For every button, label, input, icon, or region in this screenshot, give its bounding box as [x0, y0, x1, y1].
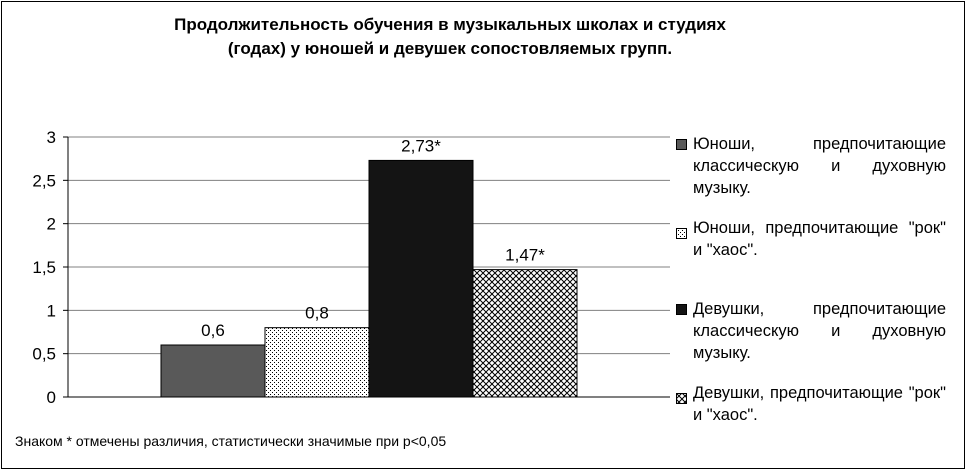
data-label: 0,8: [305, 304, 329, 323]
legend-key-dark-gray: [676, 139, 687, 150]
chart-title-line-2: (годах) у юношей и девушек сопостовляемы…: [227, 39, 673, 58]
bars-layer: [160, 159, 578, 398]
legend-label-4: Девушки, предпочитающие "рок" и "хаос".: [693, 384, 946, 424]
bar-crosshatch: [472, 269, 578, 398]
legend-key-black: [676, 304, 687, 315]
chart-title: Продолжительность обучения в музыкальных…: [60, 13, 840, 61]
y-tick-label: 3: [47, 128, 56, 147]
bar-dark-gray: [160, 344, 266, 398]
legend-key-dots: [676, 223, 687, 239]
legend: Юноши, предпочитающие классическую и дух…: [676, 133, 946, 426]
y-ticks-layer: 0 0,5 1 1,5 2 2,5 3: [32, 128, 56, 407]
legend-item-2: Юноши, предпочитающие "рок" и "хаос".: [676, 217, 946, 277]
legend-key-crosshatch: [676, 388, 687, 404]
data-labels-layer: 0,6 0,8 2,73* 1,47*: [201, 136, 545, 340]
y-tick-label: 0: [47, 388, 56, 407]
legend-label-1: Юноши, предпочитающие классическую и дух…: [693, 135, 946, 197]
y-tick-label: 1,5: [32, 258, 56, 277]
data-label: 1,47*: [505, 246, 545, 265]
legend-item-1: Юноши, предпочитающие классическую и дух…: [676, 133, 946, 201]
data-label: 2,73*: [401, 136, 441, 155]
y-tick-label: 2,5: [32, 171, 56, 190]
bar-dots: [264, 327, 370, 398]
data-label: 0,6: [201, 321, 225, 340]
legend-item-4: Девушки, предпочитающие "рок" и "хаос".: [676, 382, 946, 426]
legend-label-2: Юноши, предпочитающие "рок" и "хаос".: [693, 219, 946, 259]
y-tick-label: 0,5: [32, 345, 56, 364]
legend-label-3: Девушки, предпочитающие классическую и д…: [693, 300, 946, 362]
footnote: Знаком * отмечены различия, статистическ…: [15, 433, 447, 449]
y-tick-label: 2: [47, 215, 56, 234]
legend-item-3: Девушки, предпочитающие классическую и д…: [676, 298, 946, 366]
y-tick-label: 1: [47, 301, 56, 320]
bar-black: [368, 159, 474, 398]
chart-title-line-1: Продолжительность обучения в музыкальных…: [174, 15, 726, 34]
